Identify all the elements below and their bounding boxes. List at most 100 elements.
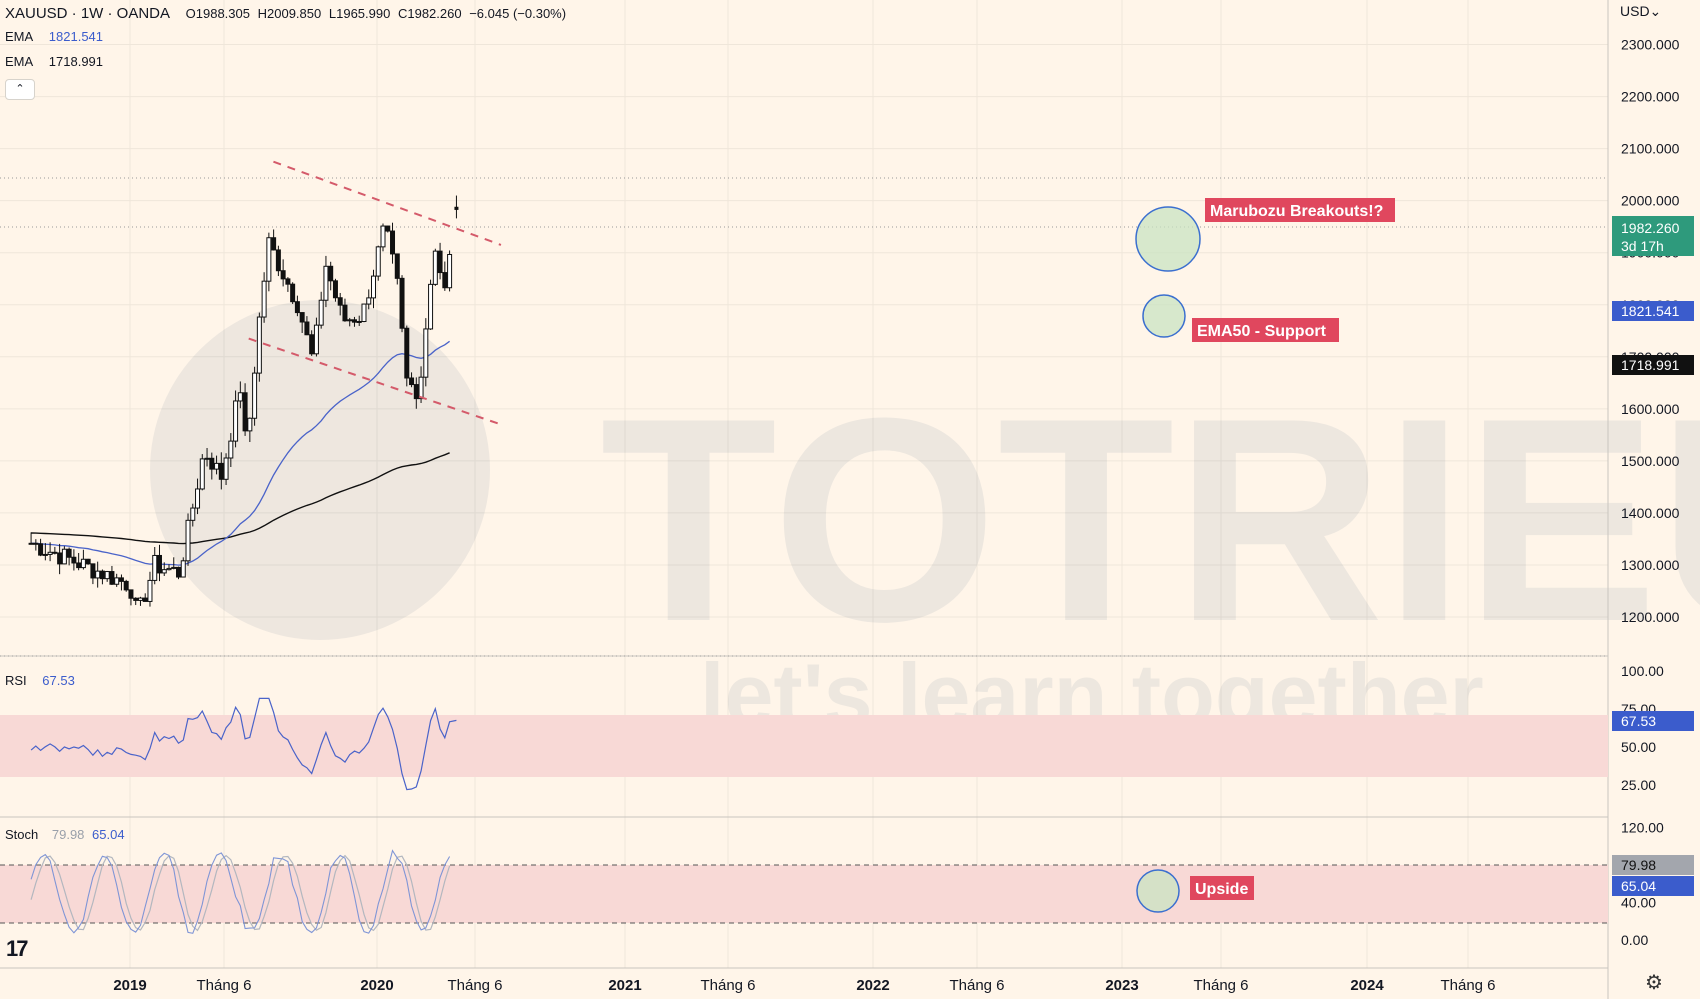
- candle[interactable]: [38, 538, 44, 557]
- candle[interactable]: [280, 259, 286, 287]
- candle[interactable]: [375, 245, 381, 281]
- trendlines[interactable]: [248, 160, 502, 426]
- candle[interactable]: [61, 546, 67, 565]
- collapse-legend-button[interactable]: ⌃: [5, 79, 35, 100]
- tradingview-logo-icon[interactable]: 17: [6, 936, 29, 961]
- candle[interactable]: [33, 539, 39, 551]
- candle[interactable]: [337, 292, 343, 316]
- stoch-axis[interactable]: 120.00 40.00 0.00: [1621, 819, 1664, 948]
- candle[interactable]: [137, 596, 143, 606]
- stoch-k-path[interactable]: [30, 854, 451, 932]
- candle[interactable]: [313, 317, 319, 357]
- candle[interactable]: [133, 597, 139, 606]
- candle[interactable]: [304, 316, 310, 336]
- candle[interactable]: [370, 269, 376, 309]
- candle[interactable]: [66, 547, 72, 566]
- candle[interactable]: [147, 571, 153, 607]
- candle[interactable]: [99, 569, 105, 585]
- candle[interactable]: [71, 549, 77, 571]
- candle[interactable]: [123, 579, 129, 592]
- ema50-line[interactable]: [31, 340, 450, 566]
- candle[interactable]: [275, 245, 281, 277]
- candle[interactable]: [161, 562, 167, 576]
- candle[interactable]: [57, 543, 63, 575]
- candle[interactable]: [390, 222, 396, 264]
- candle[interactable]: [409, 372, 415, 388]
- rsi-legend[interactable]: RSI 67.53: [5, 673, 79, 688]
- stoch-legend[interactable]: Stoch 79.98 65.04: [5, 827, 129, 842]
- candle[interactable]: [214, 455, 220, 475]
- support-annotation[interactable]: EMA50 - Support: [1192, 318, 1339, 342]
- breakout-highlight-circle[interactable]: [1135, 206, 1201, 272]
- symbol-title[interactable]: XAUUSD · 1W · OANDA: [5, 5, 171, 22]
- candle[interactable]: [394, 253, 400, 285]
- candle[interactable]: [152, 547, 158, 585]
- candle[interactable]: [309, 330, 315, 356]
- candle[interactable]: [247, 417, 253, 443]
- candlestick-series[interactable]: [28, 195, 459, 607]
- currency-selector[interactable]: USD⌄: [1620, 3, 1662, 19]
- candle[interactable]: [271, 229, 277, 251]
- candle[interactable]: [361, 303, 367, 323]
- candle[interactable]: [347, 317, 353, 327]
- candle[interactable]: [432, 248, 438, 286]
- candle[interactable]: [114, 573, 120, 587]
- candle[interactable]: [242, 383, 248, 436]
- candle[interactable]: [90, 563, 96, 585]
- candle[interactable]: [47, 542, 53, 562]
- candle[interactable]: [356, 315, 362, 326]
- candle[interactable]: [223, 453, 229, 485]
- candle[interactable]: [413, 377, 419, 409]
- candle[interactable]: [85, 558, 91, 565]
- candle[interactable]: [428, 279, 434, 330]
- time-axis[interactable]: 2019 Tháng 6 2020 Tháng 6 2021 Tháng 6 2022 Thá…: [113, 977, 1495, 994]
- candle[interactable]: [142, 593, 148, 602]
- ema200-path[interactable]: [31, 452, 450, 545]
- upside-highlight-circle[interactable]: [1136, 869, 1180, 913]
- candle[interactable]: [323, 255, 329, 308]
- candle[interactable]: [366, 289, 372, 310]
- rsi-line[interactable]: [30, 697, 457, 791]
- candle[interactable]: [118, 574, 124, 591]
- candle[interactable]: [104, 570, 110, 582]
- candle[interactable]: [442, 261, 448, 291]
- breakout-annotation[interactable]: Marubozu Breakouts!?: [1205, 198, 1395, 222]
- candle[interactable]: [180, 557, 186, 578]
- stoch-d-path[interactable]: [30, 849, 451, 934]
- stoch-lines[interactable]: [30, 849, 451, 934]
- ema50-path[interactable]: [31, 340, 450, 566]
- gear-icon[interactable]: ⚙: [1645, 972, 1663, 994]
- candle[interactable]: [399, 275, 405, 333]
- candle[interactable]: [252, 366, 258, 426]
- symbol-legend[interactable]: XAUUSD · 1W · OANDA O1988.305 H2009.850 …: [5, 5, 570, 22]
- candle[interactable]: [156, 544, 162, 582]
- upper-trendline[interactable]: [273, 160, 502, 246]
- upside-annotation[interactable]: Upside: [1190, 876, 1254, 900]
- candle[interactable]: [166, 564, 172, 571]
- candle[interactable]: [185, 513, 191, 566]
- candle[interactable]: [266, 232, 272, 292]
- candle[interactable]: [299, 312, 305, 333]
- candle[interactable]: [195, 478, 201, 515]
- candle[interactable]: [261, 272, 267, 323]
- candle[interactable]: [285, 277, 291, 292]
- candle[interactable]: [447, 250, 453, 292]
- candle[interactable]: [109, 565, 115, 585]
- candle[interactable]: [404, 325, 410, 387]
- candle[interactable]: [80, 549, 86, 570]
- candle[interactable]: [237, 381, 243, 409]
- candle[interactable]: [95, 561, 101, 588]
- candle[interactable]: [437, 242, 443, 280]
- candle[interactable]: [42, 543, 48, 561]
- candle[interactable]: [52, 546, 58, 555]
- candle[interactable]: [380, 223, 386, 252]
- candle[interactable]: [351, 316, 357, 327]
- candle[interactable]: [204, 447, 210, 467]
- candle[interactable]: [199, 454, 205, 491]
- candle[interactable]: [218, 452, 224, 490]
- candle[interactable]: [176, 566, 182, 580]
- candle[interactable]: [228, 433, 234, 468]
- candle[interactable]: [328, 261, 334, 291]
- candle[interactable]: [28, 532, 34, 545]
